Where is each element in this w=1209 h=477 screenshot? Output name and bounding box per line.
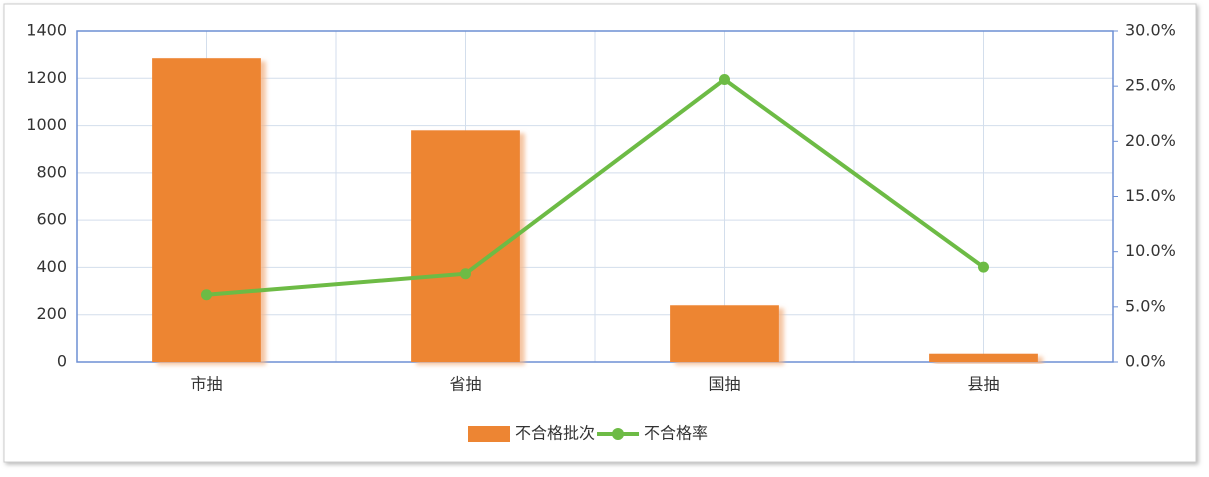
y-tick-label: 1200 <box>26 68 67 87</box>
x-tick-label: 省抽 <box>449 375 481 394</box>
legend-swatch <box>468 426 510 442</box>
x-tick-label: 市抽 <box>190 375 222 394</box>
plot-border <box>76 30 1114 363</box>
y2-tick-label: 0.0% <box>1125 352 1166 371</box>
y2-tick-label: 30.0% <box>1125 21 1176 40</box>
y-tick-label: 600 <box>36 210 67 229</box>
y2-tick-label: 20.0% <box>1125 131 1176 150</box>
line-point <box>460 268 471 280</box>
y-tick-label: 800 <box>36 162 67 181</box>
legend-label: 不合格率 <box>644 424 708 443</box>
x-tick-label: 县抽 <box>967 375 999 394</box>
y-tick-label: 400 <box>36 257 67 276</box>
y2-tick-label: 5.0% <box>1125 296 1166 315</box>
x-tick-label: 国抽 <box>708 375 740 394</box>
y-tick-label: 200 <box>36 304 67 323</box>
bar <box>670 305 779 362</box>
y2-tick-label: 15.0% <box>1125 186 1176 205</box>
y2-tick-label: 25.0% <box>1125 76 1176 95</box>
line-point <box>978 261 989 273</box>
y2-tick-label: 10.0% <box>1125 241 1176 260</box>
line-point <box>719 74 730 86</box>
legend-label: 不合格批次 <box>515 424 595 443</box>
y-tick-label: 1000 <box>26 115 67 134</box>
line-point <box>201 289 212 301</box>
y-tick-label: 1400 <box>26 21 67 40</box>
bar <box>929 353 1038 362</box>
legend-swatch-dot <box>612 428 625 440</box>
line <box>206 77 985 297</box>
y-tick-label: 0 <box>57 352 67 371</box>
bar <box>152 58 261 363</box>
